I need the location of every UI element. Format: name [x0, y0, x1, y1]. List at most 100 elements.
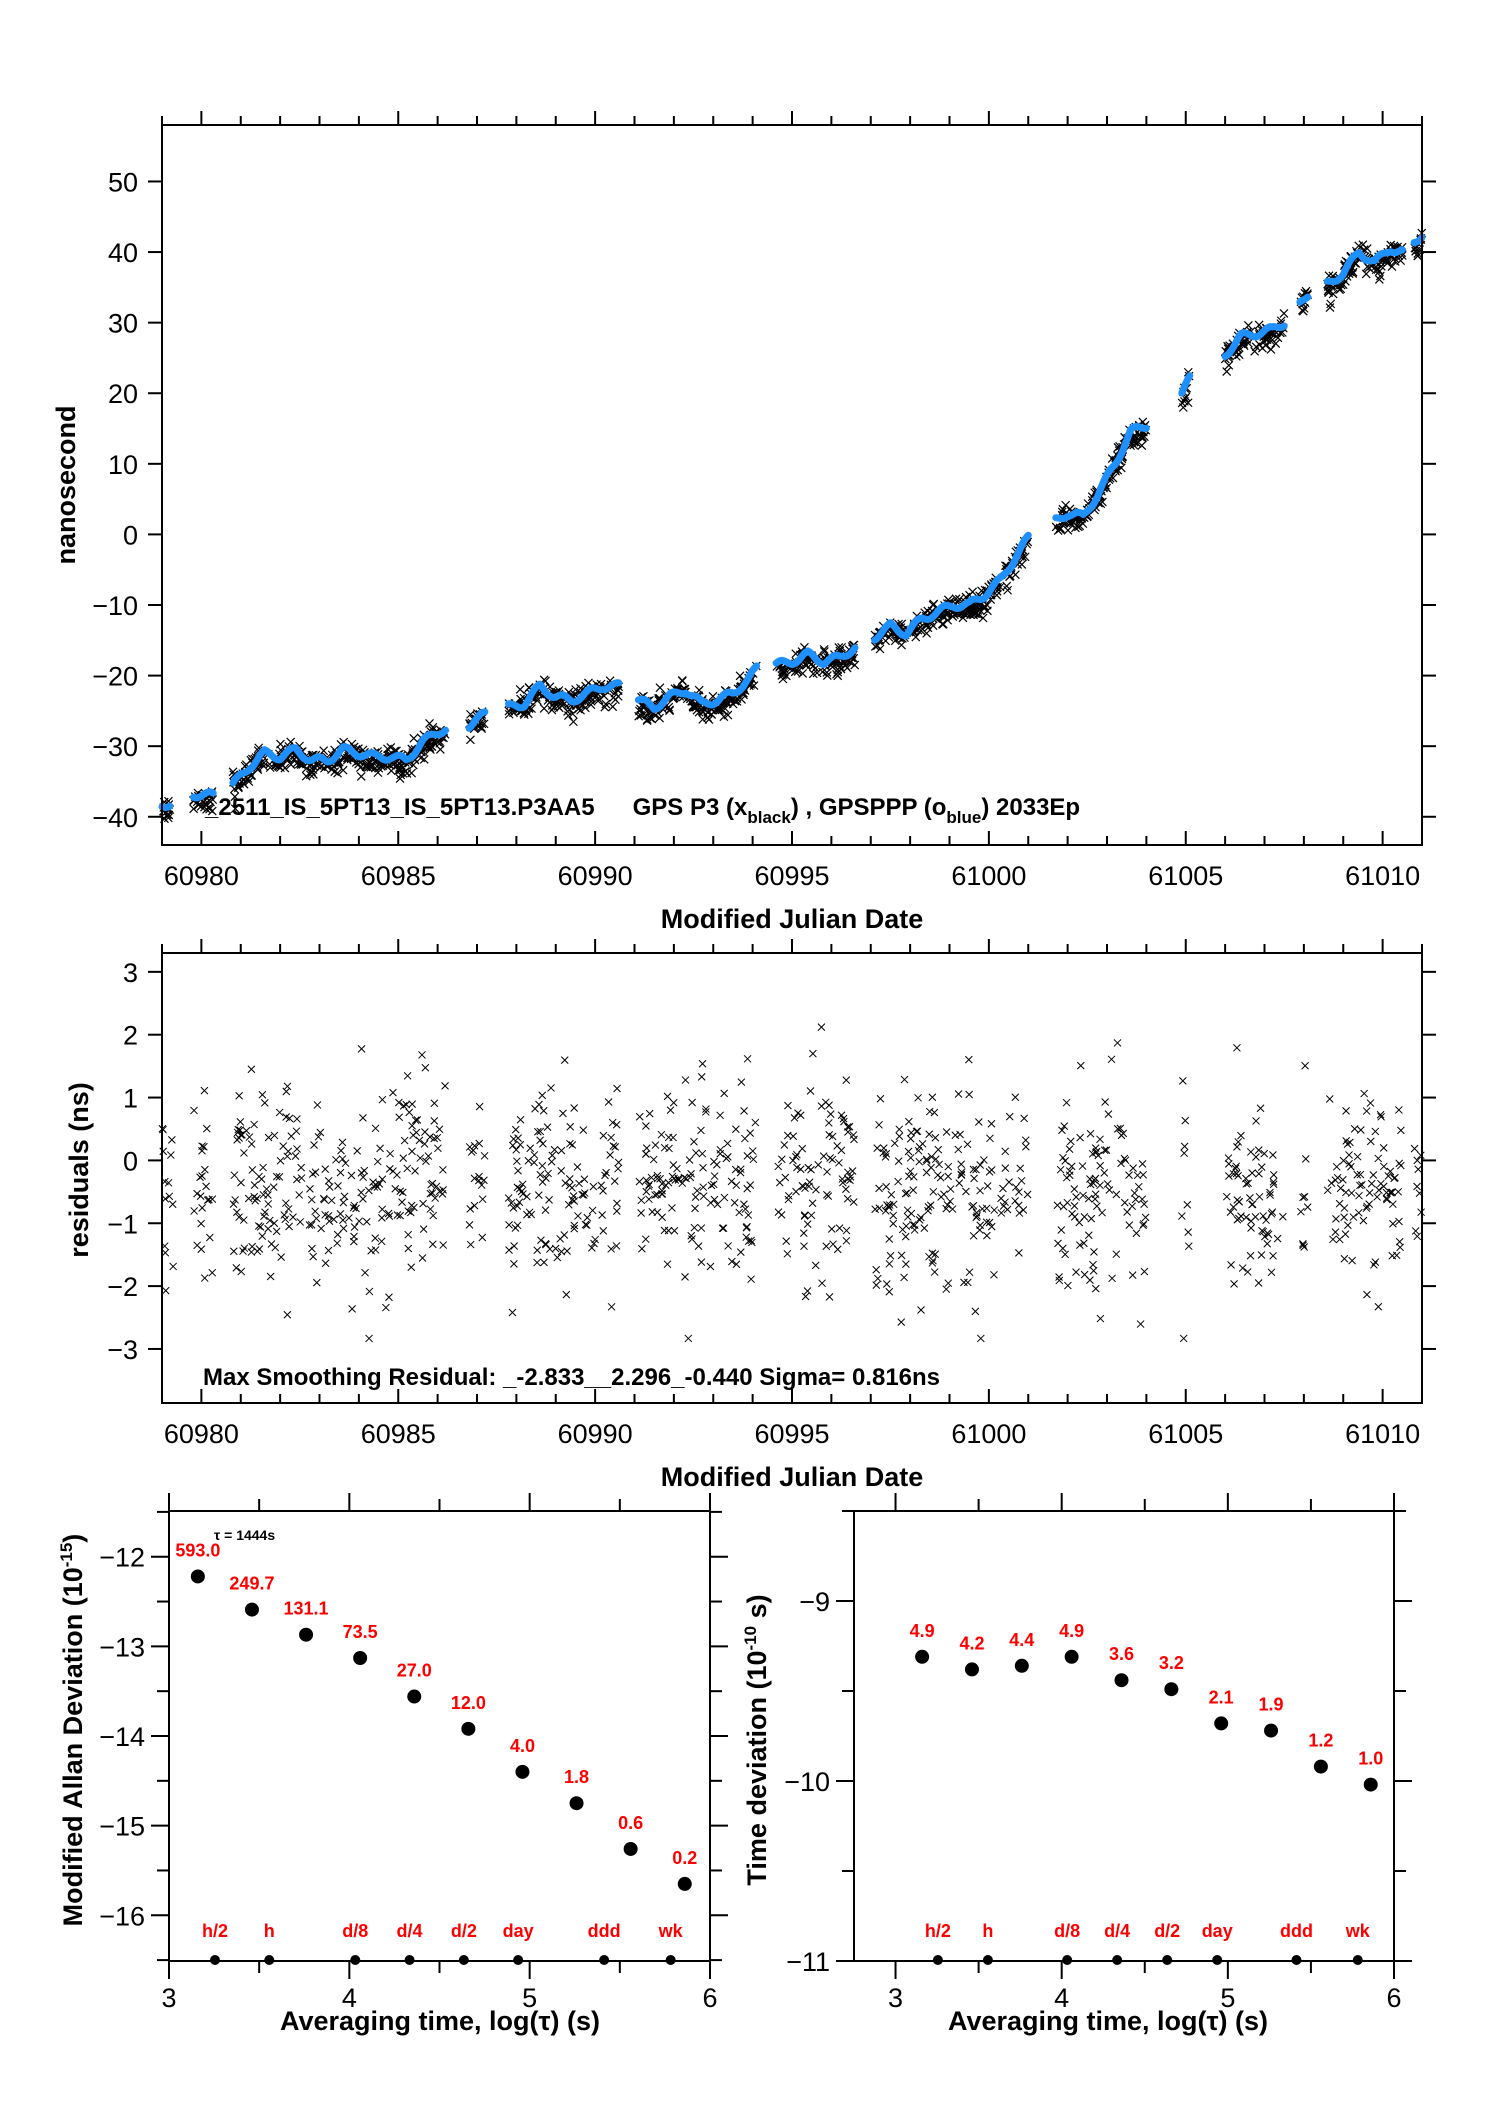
residual-point	[1359, 1216, 1368, 1225]
residual-point	[557, 1167, 566, 1175]
residual-point	[1252, 1117, 1260, 1125]
residual-point	[270, 1131, 279, 1140]
residual-point	[254, 1222, 263, 1230]
residual-point	[1005, 1112, 1014, 1121]
residual-point	[669, 1098, 678, 1107]
residual-point	[1070, 1185, 1079, 1193]
residual-point	[1342, 1188, 1350, 1197]
residual-point	[579, 1191, 588, 1199]
residual-point	[727, 1257, 736, 1266]
residual-point	[229, 1200, 238, 1208]
gpsppp-trace	[1221, 322, 1288, 360]
residuals-plot-frame	[161, 952, 1423, 1404]
gpsppp-trace	[465, 708, 489, 732]
residual-point	[198, 1172, 206, 1180]
residual-point	[954, 1090, 963, 1098]
residual-point	[430, 1117, 439, 1125]
residual-point	[943, 1201, 952, 1209]
residual-point	[1411, 1227, 1420, 1235]
residual-point	[418, 1254, 427, 1262]
gps-p3-point	[835, 662, 845, 672]
gps-p3-point	[408, 760, 418, 770]
gps-p3-point	[333, 768, 342, 778]
gps-p3-point	[1075, 521, 1085, 531]
y-tick-label: 0	[123, 1146, 138, 1176]
residual-point	[807, 1211, 816, 1220]
residual-point	[280, 1211, 289, 1219]
residual-point	[1342, 1107, 1350, 1115]
time-marker-dot	[513, 1955, 524, 1965]
gps-p3-point	[1222, 367, 1232, 376]
residual-point	[889, 1200, 898, 1209]
residual-point	[524, 1156, 533, 1165]
residual-point	[419, 1199, 427, 1208]
residual-point	[435, 1125, 444, 1134]
gps-p3-point	[189, 804, 199, 814]
time-marker-dot	[350, 1955, 361, 1965]
gps-p3-point	[1326, 299, 1336, 309]
residual-point	[310, 1141, 318, 1149]
residual-point	[371, 1234, 380, 1242]
residual-point	[912, 1127, 921, 1136]
time-marker-label: d/2	[1154, 1921, 1180, 1941]
residual-point	[1331, 1228, 1340, 1236]
offset-station-label: _2511_IS_5PT13_IS_5PT13.P3AA5	[204, 794, 595, 821]
residual-point	[871, 1205, 880, 1214]
residual-point	[306, 1185, 314, 1193]
residual-point	[1093, 1202, 1101, 1211]
residual-point	[297, 1174, 306, 1182]
gpsppp-trace	[1052, 422, 1150, 523]
residual-point	[1178, 1076, 1187, 1085]
residual-point	[258, 1090, 267, 1099]
residual-point	[1098, 1208, 1106, 1217]
residual-point	[259, 1163, 267, 1172]
residual-point	[894, 1177, 902, 1186]
residual-point	[1386, 1188, 1395, 1197]
residual-point	[1096, 1314, 1105, 1323]
residual-point	[247, 1065, 256, 1074]
residual-point	[465, 1143, 474, 1151]
residual-point	[166, 1151, 175, 1159]
residual-point	[262, 1185, 271, 1193]
gps-p3-point	[425, 743, 435, 753]
y-tick-label: −11	[786, 1947, 830, 1977]
mdev-ylabel-sup: -15	[57, 1543, 76, 1568]
residual-point	[519, 1190, 527, 1198]
x-tick-label: 61005	[1148, 1419, 1223, 1449]
residual-point	[684, 1334, 693, 1343]
residual-point	[727, 1177, 736, 1186]
residual-point	[533, 1246, 542, 1255]
residual-point	[872, 1281, 881, 1289]
residual-point	[321, 1165, 330, 1173]
residual-point	[1269, 1171, 1278, 1179]
residual-point	[819, 1152, 828, 1160]
residual-point	[400, 1136, 409, 1145]
residual-point	[1353, 1152, 1362, 1161]
stability-point	[515, 1764, 530, 1779]
residuals-annotation: Max Smoothing Residual: _-2.833__2.296_-…	[203, 1364, 940, 1391]
stability-point	[569, 1796, 584, 1811]
residual-point	[642, 1176, 651, 1185]
residual-point	[578, 1190, 587, 1199]
gps-p3-point	[655, 683, 665, 693]
residual-point	[200, 1086, 209, 1095]
residual-point	[159, 1147, 168, 1156]
residual-point	[990, 1206, 999, 1214]
residual-point	[875, 1184, 883, 1193]
residual-point	[1269, 1180, 1278, 1189]
residual-point	[352, 1204, 360, 1213]
residual-point	[385, 1165, 394, 1173]
residual-point	[1128, 1202, 1137, 1211]
residual-point	[421, 1063, 430, 1072]
residual-point	[357, 1045, 366, 1053]
residual-point	[968, 1202, 976, 1211]
residual-point	[730, 1198, 739, 1207]
residual-point	[373, 1157, 382, 1166]
residual-point	[777, 1155, 786, 1164]
residual-point	[663, 1260, 672, 1269]
residual-point	[1362, 1204, 1371, 1213]
residual-point	[277, 1253, 286, 1262]
residual-point	[391, 1184, 400, 1193]
residual-point	[843, 1123, 852, 1131]
residual-point	[997, 1209, 1006, 1217]
